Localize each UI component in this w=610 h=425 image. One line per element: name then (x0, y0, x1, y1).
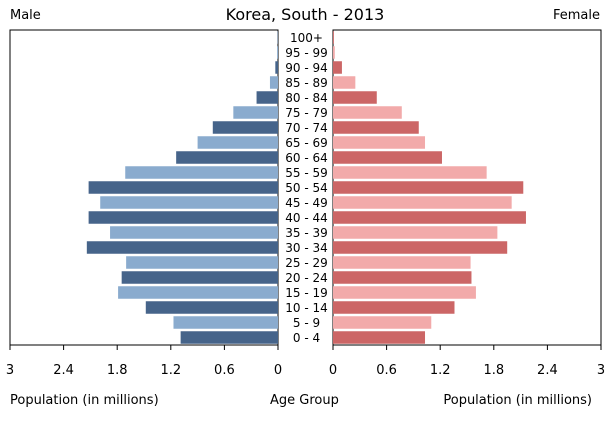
age-group-label: 70 - 74 (285, 121, 328, 135)
male-bar (269, 76, 278, 89)
male-bar (125, 166, 279, 179)
female-bar (333, 106, 402, 119)
chart-title: Korea, South - 2013 (225, 5, 385, 24)
female-bar (333, 121, 419, 134)
male-bar (197, 136, 278, 149)
male-bar (212, 121, 278, 134)
female-bar (333, 301, 455, 314)
male-bar (118, 286, 279, 299)
female-bar (333, 241, 508, 254)
x-tick-label: 0 (329, 363, 337, 378)
x-tick-label: 2.4 (537, 363, 558, 378)
female-bar (333, 31, 334, 44)
age-group-label: 60 - 64 (285, 151, 328, 165)
male-bar (100, 196, 278, 209)
male-bar (256, 91, 278, 104)
x-tick-label: 0.6 (214, 363, 235, 378)
x-tick-label: 1.8 (107, 363, 128, 378)
x-tick-label: 3 (597, 363, 605, 378)
age-group-label: 35 - 39 (285, 226, 328, 240)
age-group-label: 25 - 29 (285, 256, 328, 270)
male-bar (110, 226, 278, 239)
female-bar (333, 166, 487, 179)
age-group-label: 80 - 84 (285, 91, 328, 105)
age-group-label: 10 - 14 (285, 301, 328, 315)
x-axis-label-left: Population (in millions) (10, 393, 159, 408)
female-bar (333, 91, 377, 104)
male-bar (277, 46, 278, 59)
age-group-label: 50 - 54 (285, 181, 328, 195)
age-group-label: 0 - 4 (293, 331, 320, 345)
male-bar (86, 241, 279, 254)
male-bar (121, 271, 279, 284)
female-bar (333, 136, 426, 149)
female-bar (333, 271, 472, 284)
female-bar (333, 256, 471, 269)
male-bar (275, 61, 278, 74)
female-bar (333, 61, 342, 74)
female-bar (333, 196, 512, 209)
x-axis-label-right: Population (in millions) (443, 393, 592, 408)
x-axis-label-center: Age Group (270, 393, 339, 408)
female-bar (333, 286, 476, 299)
female-bar (333, 226, 498, 239)
male-bar (126, 256, 278, 269)
age-group-label: 5 - 9 (293, 316, 320, 330)
age-group-label: 40 - 44 (285, 211, 328, 225)
age-group-label: 20 - 24 (285, 271, 328, 285)
x-tick-label: 1.2 (160, 363, 181, 378)
age-group-label: 75 - 79 (285, 106, 328, 120)
male-label: Male (10, 8, 41, 23)
male-bar (88, 181, 278, 194)
x-tick-label: 0.6 (376, 363, 397, 378)
age-group-label: 90 - 94 (285, 61, 328, 75)
male-bar (145, 301, 278, 314)
female-bar (333, 181, 524, 194)
x-tick-label: 1.8 (483, 363, 504, 378)
female-bar (333, 211, 526, 224)
male-bar (173, 316, 278, 329)
female-bar (333, 331, 426, 344)
x-tick-label: 2.4 (53, 363, 74, 378)
female-bar (333, 76, 356, 89)
x-tick-label: 0 (274, 363, 282, 378)
x-tick-label: 3 (6, 363, 14, 378)
age-group-label: 30 - 34 (285, 241, 328, 255)
female-bar (333, 316, 432, 329)
male-bar (176, 151, 278, 164)
age-group-label: 95 - 99 (285, 46, 328, 60)
female-label: Female (552, 8, 600, 23)
age-group-label: 65 - 69 (285, 136, 328, 150)
male-bar (88, 211, 278, 224)
male-bar (180, 331, 278, 344)
age-group-label: 100+ (290, 31, 323, 45)
female-bar (333, 151, 442, 164)
male-bar (233, 106, 278, 119)
age-group-label: 45 - 49 (285, 196, 328, 210)
age-group-label: 15 - 19 (285, 286, 328, 300)
x-tick-label: 1.2 (430, 363, 451, 378)
age-group-label: 55 - 59 (285, 166, 328, 180)
female-bar (333, 46, 335, 59)
age-group-label: 85 - 89 (285, 76, 328, 90)
